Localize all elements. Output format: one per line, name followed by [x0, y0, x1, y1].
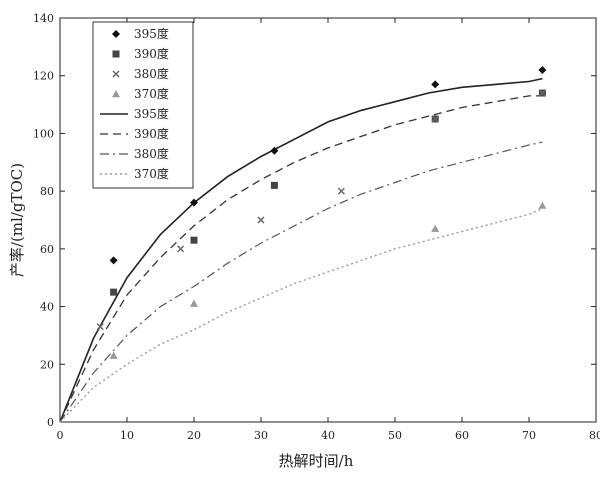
y-tick-label: 0 — [47, 416, 54, 429]
data-point-triangle — [109, 351, 118, 359]
series-line-6 — [59, 141, 543, 423]
y-tick-label: 100 — [33, 127, 54, 140]
data-point-cross — [431, 115, 439, 123]
x-tick-label: 20 — [187, 429, 201, 442]
data-point-square — [270, 181, 278, 189]
data-point-cross — [337, 187, 345, 195]
x-tick-label: 50 — [388, 429, 402, 442]
y-tick-label: 80 — [40, 185, 54, 198]
legend-marker-triangle — [112, 90, 120, 98]
x-tick-label: 60 — [455, 429, 469, 442]
legend-label: 395度 — [134, 106, 169, 121]
data-point-square — [190, 236, 198, 244]
y-tick-label: 120 — [33, 70, 54, 83]
data-point-diamond — [431, 80, 440, 89]
y-tick-label: 140 — [33, 12, 54, 25]
legend-marker-cross — [112, 70, 120, 78]
legend-label: 380度 — [134, 146, 169, 161]
series-points-layer — [96, 65, 547, 359]
legend-label: 370度 — [134, 86, 169, 101]
y-tick-label: 20 — [40, 358, 54, 371]
data-point-triangle — [431, 224, 440, 232]
data-point-square — [110, 288, 118, 296]
legend: 395度 390度 380度 370度 395度 390度 380度 370度 — [92, 21, 194, 189]
legend-label: 390度 — [134, 126, 169, 141]
legend-box — [92, 21, 194, 189]
data-point-diamond — [538, 65, 547, 74]
series-lines-layer — [59, 77, 543, 423]
x-tick-label: 0 — [57, 429, 64, 442]
data-point-triangle — [190, 299, 198, 307]
data-point-cross — [96, 323, 104, 331]
data-point-diamond — [270, 146, 279, 155]
legend-label: 380度 — [134, 66, 169, 81]
data-point-cross — [177, 245, 185, 253]
legend-label: 370度 — [134, 166, 169, 181]
x-tick-label: 80 — [589, 429, 600, 442]
x-tick-label: 30 — [254, 429, 268, 442]
data-point-diamond — [109, 256, 118, 265]
legend-label: 390度 — [134, 46, 169, 61]
y-tick-label: 40 — [40, 301, 54, 314]
series-line-4 — [59, 77, 543, 423]
legend-label: 395度 — [134, 26, 169, 41]
series-line-5 — [59, 95, 543, 423]
y-axis-title: 产率/(ml/gTOC) — [8, 163, 26, 277]
legend-marker-square — [112, 50, 120, 58]
x-tick-label: 40 — [321, 429, 335, 442]
data-point-cross — [257, 216, 265, 224]
x-axis-title: 热解时间/h — [279, 452, 354, 470]
y-tick-label: 60 — [40, 243, 54, 256]
data-point-triangle — [538, 201, 547, 209]
series-line-7 — [59, 207, 543, 423]
x-tick-label: 10 — [120, 429, 134, 442]
legend-marker-diamond — [112, 30, 120, 38]
x-tick-label: 70 — [522, 429, 536, 442]
data-point-diamond — [190, 198, 198, 207]
ticks-layer: 0 10 20 30 40 50 60 70 80 0 20 40 60 80 100 120 140 — [33, 12, 600, 442]
data-point-cross — [538, 89, 546, 97]
